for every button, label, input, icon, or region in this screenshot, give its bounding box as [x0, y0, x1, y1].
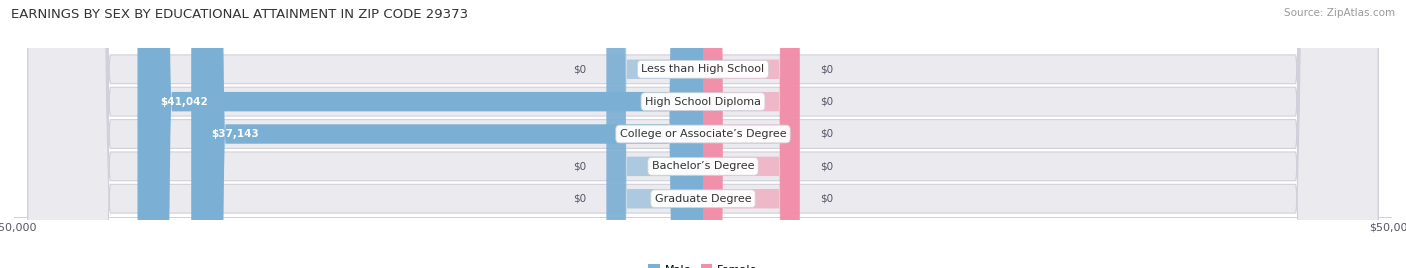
Text: $0: $0: [820, 161, 834, 171]
Text: $0: $0: [820, 129, 834, 139]
Text: Bachelor’s Degree: Bachelor’s Degree: [652, 161, 754, 171]
FancyBboxPatch shape: [703, 0, 800, 268]
FancyBboxPatch shape: [606, 0, 703, 268]
FancyBboxPatch shape: [703, 0, 800, 268]
FancyBboxPatch shape: [606, 0, 703, 268]
FancyBboxPatch shape: [28, 0, 1378, 268]
FancyBboxPatch shape: [28, 0, 1378, 268]
Text: Graduate Degree: Graduate Degree: [655, 194, 751, 204]
Text: $0: $0: [572, 161, 586, 171]
Text: $0: $0: [820, 194, 834, 204]
FancyBboxPatch shape: [28, 0, 1378, 268]
Text: High School Diploma: High School Diploma: [645, 97, 761, 107]
FancyBboxPatch shape: [28, 0, 1378, 268]
FancyBboxPatch shape: [703, 0, 800, 268]
Text: Less than High School: Less than High School: [641, 64, 765, 74]
Text: $37,143: $37,143: [212, 129, 260, 139]
FancyBboxPatch shape: [703, 0, 800, 268]
FancyBboxPatch shape: [28, 0, 1378, 268]
Text: College or Associate’s Degree: College or Associate’s Degree: [620, 129, 786, 139]
FancyBboxPatch shape: [703, 0, 800, 268]
Text: $0: $0: [820, 97, 834, 107]
Text: $41,042: $41,042: [160, 97, 208, 107]
FancyBboxPatch shape: [191, 0, 703, 268]
FancyBboxPatch shape: [138, 0, 703, 268]
Text: Source: ZipAtlas.com: Source: ZipAtlas.com: [1284, 8, 1395, 18]
FancyBboxPatch shape: [606, 0, 703, 268]
Text: $0: $0: [572, 194, 586, 204]
Text: $0: $0: [572, 64, 586, 74]
Text: $0: $0: [820, 64, 834, 74]
Legend: Male, Female: Male, Female: [644, 260, 762, 268]
Text: EARNINGS BY SEX BY EDUCATIONAL ATTAINMENT IN ZIP CODE 29373: EARNINGS BY SEX BY EDUCATIONAL ATTAINMEN…: [11, 8, 468, 21]
